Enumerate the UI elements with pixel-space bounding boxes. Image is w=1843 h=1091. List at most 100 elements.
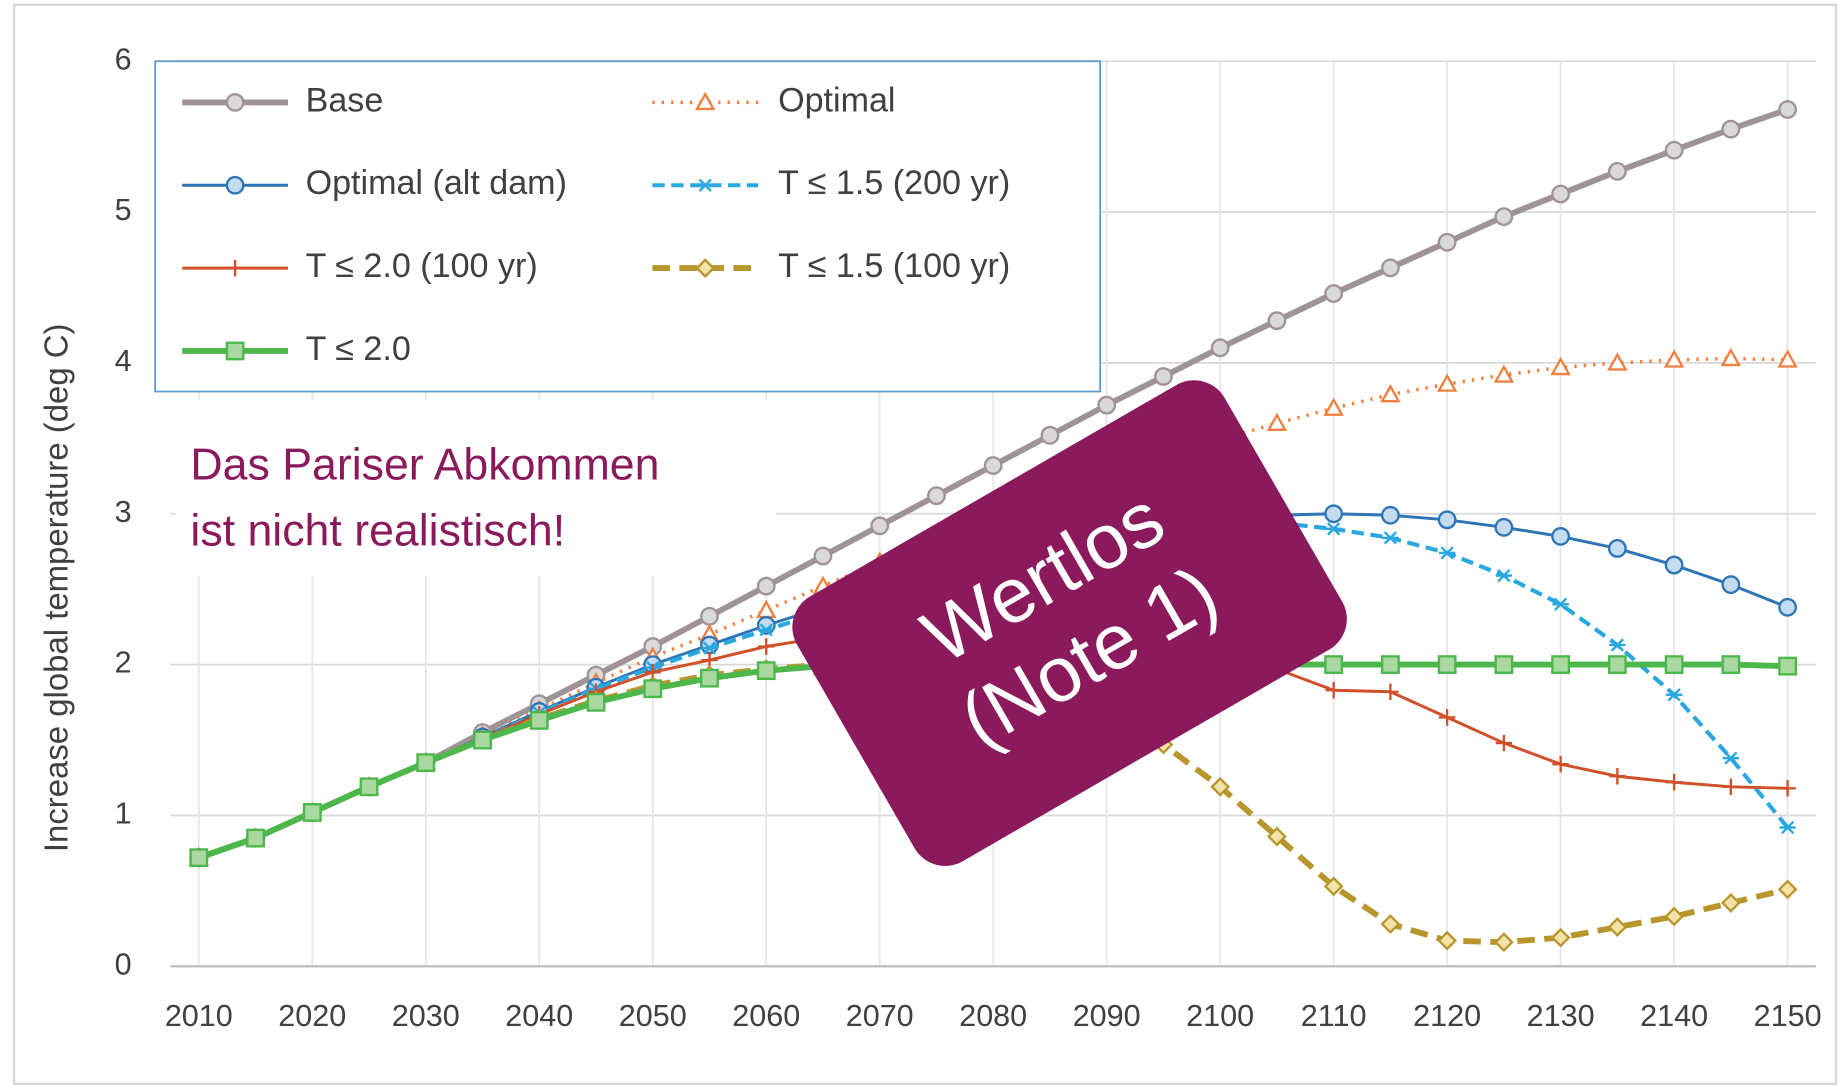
marker: [1551, 526, 1571, 546]
marker: [1097, 395, 1117, 415]
marker: [1552, 597, 1569, 611]
marker: [473, 730, 492, 750]
marker: [529, 711, 549, 730]
marker: [1664, 655, 1684, 675]
marker: [1210, 776, 1231, 797]
marker: [758, 638, 775, 655]
y-tick-label: 0: [115, 947, 132, 981]
legend-label: Optimal (alt dam): [306, 164, 567, 202]
marker: [700, 606, 719, 626]
marker: [1437, 232, 1457, 252]
marker: [1380, 383, 1401, 403]
legend-box: [154, 60, 1102, 393]
annotation-text: ist nicht realistisch!: [190, 507, 565, 556]
marker: [1609, 638, 1626, 652]
marker: [1779, 820, 1796, 835]
marker: [695, 91, 716, 111]
marker: [1324, 504, 1344, 524]
x-tick-label: 2090: [1073, 999, 1141, 1033]
marker: [1609, 767, 1626, 785]
marker: [1722, 751, 1740, 765]
marker: [756, 661, 776, 681]
marker: [983, 456, 1003, 475]
marker: [1267, 311, 1287, 331]
marker: [246, 828, 265, 848]
marker: [1437, 655, 1457, 675]
marker: [226, 259, 244, 277]
marker: [1607, 917, 1628, 937]
marker: [586, 692, 606, 712]
x-tick-label: 2100: [1186, 999, 1254, 1033]
marker: [1324, 284, 1344, 303]
marker: [1551, 655, 1571, 675]
x-tick-label: 2040: [505, 999, 573, 1033]
legend-label: T ≤ 1.5 (100 yr): [778, 247, 1010, 285]
marker: [813, 546, 833, 566]
marker: [1551, 184, 1571, 204]
legend-label: Base: [306, 81, 384, 119]
marker: [1664, 555, 1684, 575]
legend-label: T ≤ 2.0 (100 yr): [306, 247, 538, 285]
x-tick-label: 2060: [732, 999, 800, 1033]
annotation-text: Das Pariser Abkommen: [190, 441, 659, 490]
marker: [1380, 914, 1401, 934]
marker: [1607, 655, 1627, 675]
marker: [1325, 682, 1342, 699]
marker: [1494, 517, 1514, 537]
marker: [1663, 349, 1685, 368]
marker: [1722, 778, 1740, 796]
x-tick-label: 2150: [1754, 999, 1822, 1033]
marker: [1324, 655, 1344, 675]
marker: [1664, 906, 1684, 927]
marker: [1154, 367, 1173, 386]
marker: [1552, 755, 1569, 773]
marker: [1267, 826, 1287, 847]
marker: [1721, 655, 1741, 675]
marker: [1438, 546, 1456, 560]
marker: [695, 258, 716, 278]
badge-box: [792, 380, 1347, 866]
annotation-badge: Wertlos(Note 1): [792, 380, 1347, 866]
marker: [1040, 425, 1060, 445]
marker: [700, 668, 719, 688]
x-tick-label: 2070: [846, 999, 914, 1033]
marker: [870, 516, 890, 536]
marker: [1323, 397, 1344, 416]
x-tick-label: 2010: [165, 999, 233, 1033]
marker: [302, 803, 322, 822]
marker: [927, 486, 946, 506]
annotation-background: [176, 399, 776, 577]
marker: [1437, 510, 1457, 530]
marker: [1607, 352, 1628, 371]
y-tick-label: 2: [115, 646, 132, 680]
marker: [1266, 412, 1288, 432]
marker: [1438, 709, 1456, 726]
marker: [1210, 338, 1230, 358]
y-axis-label: Increase global temperature (deg C): [37, 324, 74, 853]
legend-label: Optimal: [778, 81, 895, 119]
x-tick-label: 2050: [619, 999, 687, 1033]
marker: [1323, 876, 1344, 897]
marker: [758, 623, 775, 637]
marker: [1779, 780, 1796, 797]
y-tick-label: 1: [115, 797, 132, 831]
marker: [225, 341, 245, 361]
marker: [1665, 688, 1683, 702]
y-tick-label: 5: [115, 193, 132, 227]
x-tick-label: 2130: [1527, 999, 1595, 1033]
y-tick-label: 4: [115, 344, 132, 378]
marker: [1380, 505, 1400, 525]
marker: [756, 576, 776, 596]
marker: [701, 641, 718, 655]
marker: [225, 175, 245, 195]
marker: [1777, 879, 1798, 900]
marker: [1380, 655, 1400, 675]
marker: [1494, 207, 1514, 227]
marker: [697, 178, 714, 192]
marker: [1436, 373, 1458, 392]
marker: [1778, 656, 1797, 676]
marker: [1382, 683, 1399, 700]
x-tick-label: 2140: [1640, 999, 1708, 1033]
y-tick-label: 6: [115, 42, 132, 76]
marker: [1550, 356, 1571, 376]
